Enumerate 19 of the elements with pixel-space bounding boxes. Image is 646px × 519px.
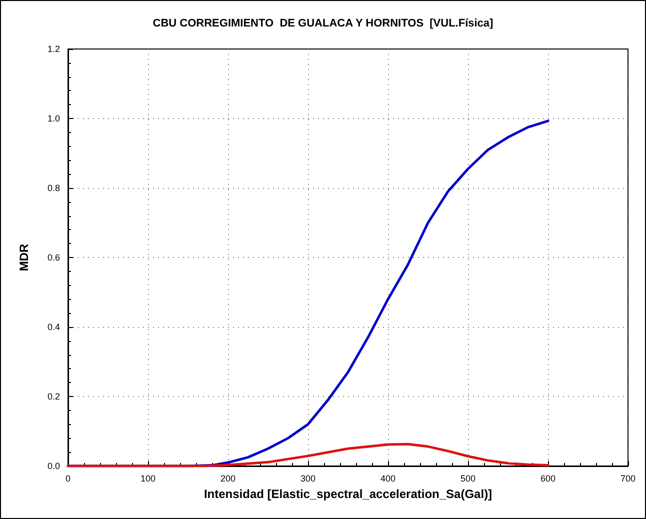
y-tick-label: 1.2 xyxy=(47,44,60,54)
line-series xyxy=(66,442,550,468)
y-axis-title: MDR xyxy=(17,244,31,272)
x-tick-label: 200 xyxy=(220,474,236,484)
y-tick-label: 1.0 xyxy=(47,114,60,124)
y-tick-label: 0.0 xyxy=(47,461,60,471)
x-tick-label: 100 xyxy=(140,474,156,484)
x-tick-label: 700 xyxy=(620,474,636,484)
y-tick-label: 0.8 xyxy=(47,183,60,193)
x-tick-label: 600 xyxy=(540,474,556,484)
x-axis-title: Intensidad [Elastic_spectral_acceleration_Sa(Gal)] xyxy=(204,487,492,501)
chart-title: CBU CORREGIMIENTO DE GUALACA Y HORNITOS [VUL.Física] xyxy=(152,18,494,30)
y-tick-label: 0.6 xyxy=(47,252,60,262)
y-tick-label: 0.2 xyxy=(47,392,60,402)
y-tick-label: 0.4 xyxy=(47,322,60,332)
x-tick-label: 300 xyxy=(300,474,316,484)
x-tick-label: 0 xyxy=(65,474,71,484)
x-tick-label: 400 xyxy=(380,474,396,484)
x-tick-label: 500 xyxy=(460,474,476,484)
